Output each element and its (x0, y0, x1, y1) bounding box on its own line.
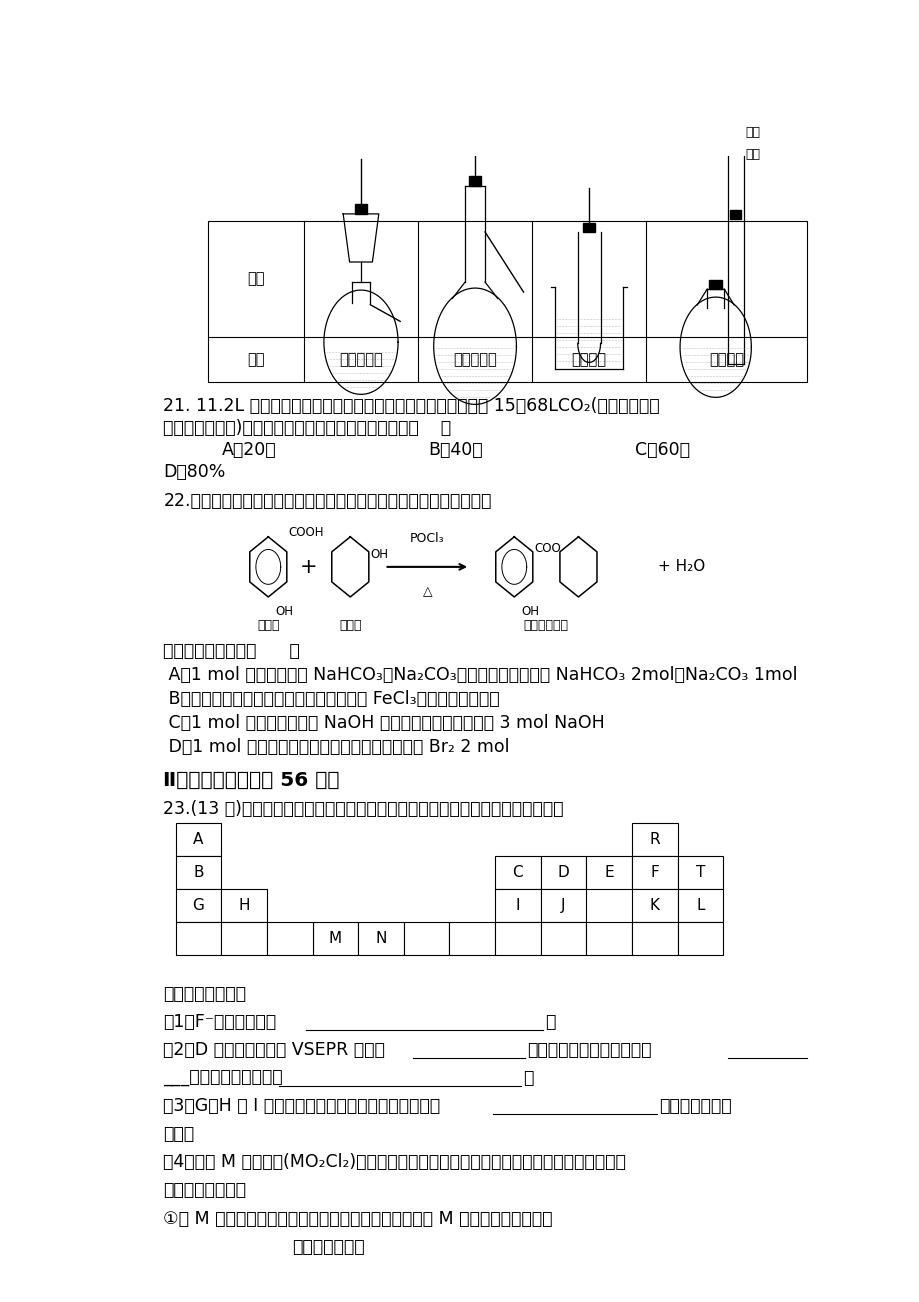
Bar (176, 922, 221, 954)
Text: 水杨酸环己酯: 水杨酸环己酯 (523, 618, 568, 631)
Text: R: R (649, 832, 659, 846)
Text: A．1 mol 水杨酸分别与 NaHCO₃、Na₂CO₃溶液反应，分别消耗 NaHCO₃ 2mol、Na₂CO₃ 1mol: A．1 mol 水杨酸分别与 NaHCO₃、Na₂CO₃溶液反应，分别消耗 Na… (164, 667, 797, 684)
Bar (585, 922, 631, 954)
Text: 环己醇: 环己醇 (339, 618, 361, 631)
Text: 试回答下列问题：: 试回答下列问题： (164, 984, 246, 1003)
Text: B: B (193, 865, 203, 880)
Bar (494, 922, 540, 954)
Text: 水杨酸: 水杨酸 (256, 618, 279, 631)
Text: C．60％: C．60％ (635, 441, 690, 460)
Text: D．1 mol 水杨酸跟足量浓溴水反应时，最多消耗 Br₂ 2 mol: D．1 mol 水杨酸跟足量浓溴水反应时，最多消耗 Br₂ 2 mol (164, 738, 509, 756)
Text: 请回答下列问题：: 请回答下列问题： (164, 1181, 246, 1199)
Text: 23.(13 分)下表是元素周期表的一部分。表中所列的字母分别代表一种化学元素。: 23.(13 分)下表是元素周期表的一部分。表中所列的字母分别代表一种化学元素。 (164, 801, 563, 819)
Bar (631, 823, 676, 855)
Text: G: G (192, 898, 204, 913)
Text: 21. 11.2L 甲烷、乙烷、甲醛组成的混合气体，完全燃烧后生成 15．68LCO₂(气体体积均在: 21. 11.2L 甲烷、乙烷、甲醛组成的混合气体，完全燃烧后生成 15．68L… (164, 397, 660, 415)
Text: 长玻: 长玻 (744, 126, 759, 139)
Bar (676, 889, 722, 922)
Text: B．40％: B．40％ (428, 441, 482, 460)
Text: （4）元素 M 的化合物(MO₂Cl₂)在有机合成中可作氧化剂或氯化剂，能与许多有机物反应。: （4）元素 M 的化合物(MO₂Cl₂)在有机合成中可作氧化剂或氯化剂，能与许多… (164, 1154, 626, 1172)
Text: 下列说法止确的是（      ）: 下列说法止确的是（ ） (164, 642, 300, 660)
Text: △: △ (422, 585, 432, 598)
Text: N: N (375, 931, 386, 945)
Text: 标准状况下测定)，混合气体中乙烷的体积百分含量为（    ）: 标准状况下测定)，混合气体中乙烷的体积百分含量为（ ） (164, 419, 451, 437)
Text: H: H (238, 898, 250, 913)
Bar (585, 855, 631, 889)
Text: 石油的分馏: 石油的分馏 (453, 352, 496, 367)
Bar (676, 855, 722, 889)
Text: L: L (696, 898, 704, 913)
Bar (357, 922, 403, 954)
Text: C: C (512, 865, 523, 880)
Text: C．1 mol 水杨酸环己酯在 NaOH 溶液中水解时，最多消耗 3 mol NaOH: C．1 mol 水杨酸环己酯在 NaOH 溶液中水解时，最多消耗 3 mol N… (164, 715, 605, 732)
Text: ，其中心原子的杂化类型为: ，其中心原子的杂化类型为 (527, 1042, 651, 1059)
Text: D．80%: D．80% (164, 464, 225, 480)
Text: POCl₃: POCl₃ (410, 531, 444, 544)
Text: D: D (557, 865, 569, 880)
Text: ①与 M 同周期的所有元素的基态原子中最外层电子数与 M 原子相同的元素还有: ①与 M 同周期的所有元素的基态原子中最外层电子数与 M 原子相同的元素还有 (164, 1210, 552, 1228)
Bar (631, 855, 676, 889)
Bar (631, 889, 676, 922)
Text: +: + (300, 557, 317, 577)
Bar (221, 889, 267, 922)
Bar (494, 855, 540, 889)
Text: （用元素符号作: （用元素符号作 (658, 1098, 731, 1116)
Text: OH: OH (521, 605, 539, 618)
Bar (631, 922, 676, 954)
Text: （1）F⁻的结构示意图: （1）F⁻的结构示意图 (164, 1013, 277, 1031)
Bar (176, 823, 221, 855)
Text: 银镜反应: 银镜反应 (571, 352, 606, 367)
Bar (494, 889, 540, 922)
Text: 。: 。 (523, 1069, 533, 1087)
Text: B．水杨酸、环己醇和水杨酸环己酯均能与 FeCl₃溶液发生显色反应: B．水杨酸、环己醇和水杨酸环己酯均能与 FeCl₃溶液发生显色反应 (164, 690, 500, 708)
Bar (448, 922, 494, 954)
Bar (221, 922, 267, 954)
Bar (676, 922, 722, 954)
Bar (583, 223, 595, 232)
Bar (540, 889, 585, 922)
Text: I: I (515, 898, 519, 913)
Bar (208, 221, 806, 381)
Text: A: A (193, 832, 203, 846)
Bar (312, 922, 357, 954)
Bar (540, 922, 585, 954)
Text: ___，分子的空间构型为: ___，分子的空间构型为 (164, 1069, 283, 1087)
Text: F: F (650, 865, 658, 880)
Text: OH: OH (275, 605, 293, 618)
Text: J: J (561, 898, 565, 913)
Text: COO: COO (534, 543, 561, 556)
Text: 璃管: 璃管 (744, 147, 759, 160)
Bar (540, 855, 585, 889)
Text: T: T (695, 865, 704, 880)
Text: 22.水杨酸环己酯具有花香气味，可作为香精配方。其合成路线如下：: 22.水杨酸环己酯具有花香气味，可作为香精配方。其合成路线如下： (164, 492, 492, 509)
Text: （3）G、H 和 I 的第一电离能数值由大到小的顺序为：: （3）G、H 和 I 的第一电离能数值由大到小的顺序为： (164, 1098, 440, 1116)
Text: 装置: 装置 (247, 272, 265, 286)
Bar (267, 922, 312, 954)
Text: 实验: 实验 (247, 352, 265, 367)
Text: M: M (328, 931, 342, 945)
Text: Ⅱ卷（非选择题，共 56 分）: Ⅱ卷（非选择题，共 56 分） (164, 771, 340, 789)
Text: E: E (604, 865, 613, 880)
Text: 答）。: 答）。 (164, 1125, 195, 1143)
Text: A．20％: A．20％ (221, 441, 277, 460)
Text: 乙烯的制取: 乙烯的制取 (339, 352, 382, 367)
Bar (469, 176, 481, 186)
Text: K: K (649, 898, 659, 913)
Text: OH: OH (369, 548, 388, 561)
Text: 苯的硝化: 苯的硝化 (709, 352, 743, 367)
Text: （2）D 的气态氢化物的 VSEPR 模型为: （2）D 的气态氢化物的 VSEPR 模型为 (164, 1042, 385, 1059)
Text: + H₂O: + H₂O (658, 560, 705, 574)
Bar (709, 280, 721, 289)
Bar (355, 204, 367, 214)
Bar (729, 210, 741, 219)
Bar (403, 922, 448, 954)
Text: （填元素符号）: （填元素符号） (291, 1238, 364, 1255)
Bar (176, 855, 221, 889)
Bar (176, 889, 221, 922)
Text: COOH: COOH (288, 526, 323, 539)
Text: 。: 。 (544, 1013, 555, 1031)
